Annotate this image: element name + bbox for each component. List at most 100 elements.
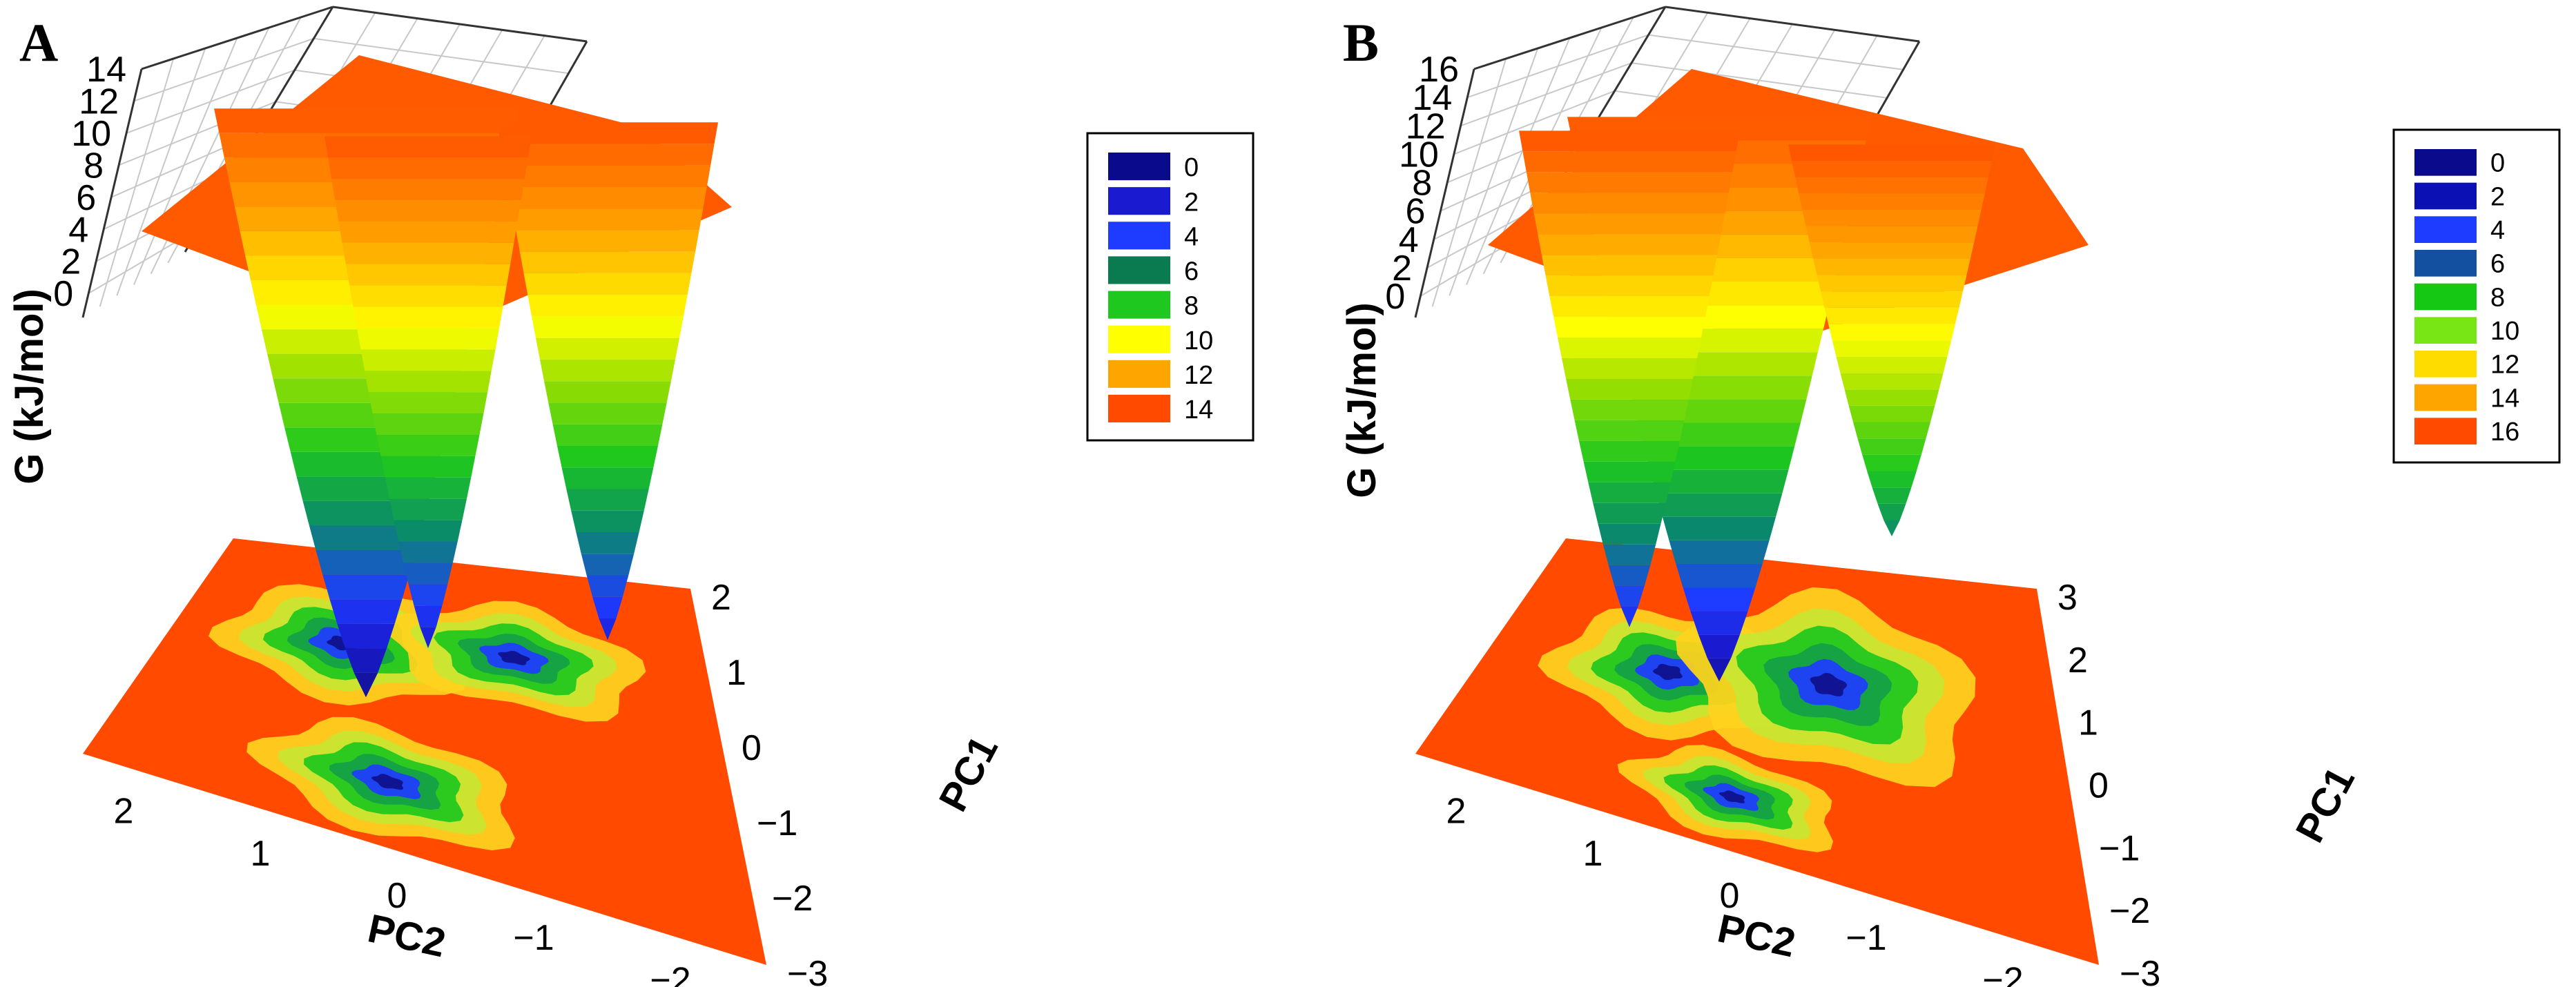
panel-a-legend-box xyxy=(1086,132,1255,442)
panel-a-legend-label: 10 xyxy=(1184,326,1213,355)
panel-b-x-tick-label: 0 xyxy=(1720,876,1740,916)
panel-b-surface-band xyxy=(1799,193,1985,210)
panel-b-surface-band xyxy=(1867,471,1917,488)
panel-a-legend-swatch xyxy=(1108,325,1170,353)
panel-b-grid-line-left-v xyxy=(1466,37,1571,285)
panel-b-surface-band xyxy=(1821,291,1963,308)
panel-a-surface-band xyxy=(325,136,532,158)
panel-a-surface-band xyxy=(309,525,423,550)
panel-a-y-tick-label: 2 xyxy=(711,578,731,618)
panel-b-legend-swatch xyxy=(2414,351,2477,378)
panel-b-surface-band xyxy=(1844,389,1939,406)
panel-b-y-axis-title: PC1 xyxy=(2287,760,2363,850)
panel-b-legend-swatch xyxy=(2414,216,2477,243)
panel-a-y-tick-label: −2 xyxy=(772,879,813,919)
panel-b-surface-band xyxy=(1614,585,1645,607)
panel-a-surface-band xyxy=(599,618,617,641)
panel-b-surface-band xyxy=(1558,338,1701,358)
panel-b-x-tick-label: 2 xyxy=(1446,792,1466,832)
panel-b-surface-band xyxy=(1538,234,1721,255)
panel-b-surface-band xyxy=(1872,487,1912,504)
panel-b-surface-band xyxy=(1883,520,1900,537)
panel-a-surface-band xyxy=(519,251,696,273)
panel-b-surface-band xyxy=(1608,565,1651,586)
panel-a-surface-band xyxy=(523,273,692,295)
panel-b-surface-band xyxy=(1707,658,1732,682)
panel-a-legend-swatch xyxy=(1108,394,1170,422)
panel-b-surface-band xyxy=(1602,544,1656,565)
panel-b-floor-contour xyxy=(1718,790,1745,803)
panel-b-surface-band xyxy=(1853,422,1930,439)
panel-a-y-tick-label: −3 xyxy=(787,954,828,987)
panel-b-surface-band xyxy=(1690,611,1748,635)
panel-a-x-ticks: 2 1 0 −1 −2 xyxy=(114,792,691,987)
panel-b-legend-label: 16 xyxy=(2490,418,2519,447)
panel-b-surface-band xyxy=(1813,259,1970,275)
panel-a-grid-line-left-v xyxy=(116,48,206,296)
panel-a-surface-band xyxy=(408,584,448,606)
panel-a-surface-band xyxy=(552,424,663,446)
panel-b-legend-label: 6 xyxy=(2490,250,2505,279)
panel-b-surface-band xyxy=(1656,493,1783,517)
panel-a-surface-band xyxy=(420,627,436,649)
panel-b-surface-band xyxy=(1676,564,1763,588)
panel-b-legend-swatch xyxy=(2414,149,2477,176)
panel-b-surface-band xyxy=(1862,454,1921,471)
panel-a-x-tick-label: −2 xyxy=(650,960,690,987)
panel-b-surface-band xyxy=(1836,356,1948,373)
panel-a-surface-band xyxy=(516,230,699,252)
panel-b-legend-swatch xyxy=(2414,182,2477,210)
panel-a-legend-label: 0 xyxy=(1184,153,1199,182)
panel-a-surface-band xyxy=(328,157,528,179)
panel-b-grid-line-left-v xyxy=(1449,48,1539,296)
panel-a-energy-surface xyxy=(142,55,732,698)
panel-a-surface-band xyxy=(335,199,521,222)
panel-b-surface-band xyxy=(1805,226,1978,243)
panel-b-surface-band xyxy=(1643,446,1795,470)
panel-b-surface-band xyxy=(1877,503,1906,520)
panel-a-y-axis-title: PC1 xyxy=(931,729,1007,819)
panel-b-legend-label: 2 xyxy=(2490,182,2505,211)
panel-b-legend-label: 4 xyxy=(2490,216,2505,245)
panel-a-surface-band xyxy=(214,108,518,133)
panel-b-surface-band xyxy=(1832,340,1952,357)
panel-b-surface-band xyxy=(1683,587,1756,612)
panel-b-surface-band xyxy=(1792,161,1992,177)
panel-b-x-tick-label: −2 xyxy=(1982,960,2023,987)
panel-a-legend: 0 2 4 6 8 10 12 14 xyxy=(1086,132,1255,442)
panel-b-z-tick-label: 6 xyxy=(1406,192,1426,232)
panel-a-surface-band xyxy=(504,165,711,187)
panel-a-legend-label: 12 xyxy=(1184,361,1213,390)
panel-a-legend-label: 14 xyxy=(1184,395,1213,424)
panel-a-frame-edge xyxy=(81,68,143,318)
panel-a-legend-swatch xyxy=(1108,222,1170,250)
panel-b-y-tick-label: −3 xyxy=(2120,954,2160,987)
panel-b-surface-band xyxy=(1662,516,1776,540)
panel-b-floor-contour xyxy=(1653,663,1683,681)
panel-b-surface-band xyxy=(1526,172,1733,193)
panel-a-z-tick-label: 14 xyxy=(86,50,126,90)
panel-b-label: B xyxy=(1343,12,1379,72)
panel-a-label: A xyxy=(19,12,58,72)
panel-b-legend-label: 8 xyxy=(2490,283,2505,312)
panel-a-z-tick-label: 6 xyxy=(76,178,96,218)
panel-a-frame-edge xyxy=(332,6,588,43)
panel-a-surface-band xyxy=(501,144,715,166)
panel-b-surface-band xyxy=(1522,151,1736,173)
panel-b-surface-band xyxy=(1795,177,1988,194)
panel-b-y-tick-label: 0 xyxy=(2089,766,2109,806)
panel-a-surface-band xyxy=(557,446,658,468)
panel-b-surface-band xyxy=(1545,275,1714,297)
panel-a-surface-band xyxy=(581,554,635,576)
panel-b-floor-contour xyxy=(1810,672,1848,696)
panel-b-z-tick-label: 0 xyxy=(1385,277,1405,317)
panel-a-y-tick-label: 0 xyxy=(742,728,762,768)
panel-a-floor-contour xyxy=(371,774,404,790)
panel-b-frame-edge xyxy=(1414,68,1475,318)
panel-a-surface-band xyxy=(544,381,671,403)
panel-b-surface-band xyxy=(1566,379,1693,400)
panel-a-surface-band xyxy=(380,456,476,478)
